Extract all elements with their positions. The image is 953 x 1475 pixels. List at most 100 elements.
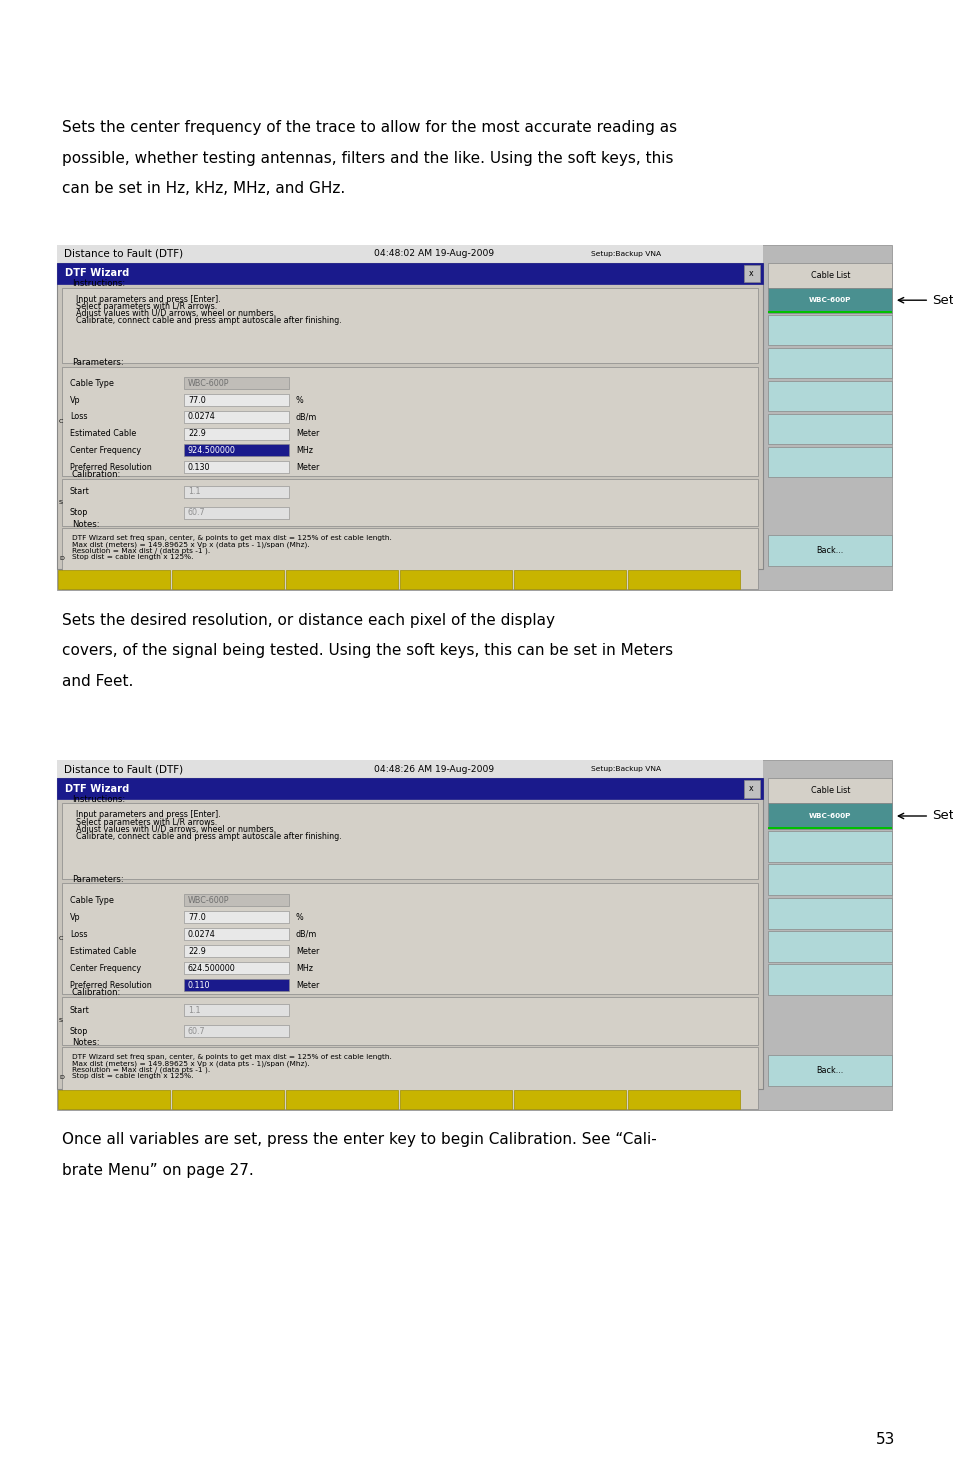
Bar (184, 912, 289, 923)
Text: 924.500000: 924.500000 (188, 445, 235, 454)
Bar (767, 311, 891, 313)
Text: MHz: MHz (295, 445, 313, 454)
Bar (62, 528, 757, 589)
Text: Stop: Stop (70, 507, 89, 518)
Bar (184, 928, 289, 940)
Text: x: x (748, 268, 753, 277)
Text: Sets the center frequency of the trace to allow for the most accurate reading as: Sets the center frequency of the trace t… (62, 119, 677, 136)
Bar (172, 569, 284, 589)
Text: Input parameters and press [Enter].: Input parameters and press [Enter]. (76, 295, 220, 304)
Text: Stop: Stop (70, 1027, 89, 1035)
Text: Calibration:: Calibration: (71, 471, 121, 479)
Bar (62, 367, 757, 475)
Text: Center Frequency: Center Frequency (70, 445, 141, 454)
Text: Stop dist = cable length x 125%.: Stop dist = cable length x 125%. (71, 553, 193, 559)
Text: Calibrate, connect cable and press ampt autoscale after finishing.: Calibrate, connect cable and press ampt … (76, 832, 341, 841)
Text: Parameters:: Parameters: (71, 875, 124, 884)
Text: dB/m: dB/m (295, 929, 317, 938)
Text: Start: Start (70, 1006, 90, 1015)
Bar (62, 997, 757, 1044)
Text: Setup:Backup VNA: Setup:Backup VNA (591, 766, 660, 771)
Text: Parameters:: Parameters: (71, 358, 124, 367)
Text: Cable List: Cable List (810, 271, 849, 280)
Text: 1.1: 1.1 (188, 487, 200, 496)
Bar (767, 827, 891, 829)
Text: Cable List: Cable List (810, 786, 849, 795)
Bar (767, 348, 891, 379)
Bar (184, 462, 289, 473)
Text: Calibration:: Calibration: (71, 988, 121, 997)
Bar (184, 410, 289, 423)
Bar (627, 1090, 740, 1109)
Bar (767, 779, 891, 804)
Bar (184, 962, 289, 975)
Text: 1.1: 1.1 (188, 1006, 200, 1015)
Bar (767, 263, 891, 288)
Text: C: C (59, 419, 63, 423)
Text: Meter: Meter (295, 947, 319, 956)
Bar (767, 898, 891, 928)
Text: Distance to Fault (DTF): Distance to Fault (DTF) (64, 764, 183, 774)
Bar (184, 1025, 289, 1037)
Bar (58, 1090, 170, 1109)
Bar (57, 245, 891, 590)
Text: Setup:Backup VNA: Setup:Backup VNA (591, 251, 660, 257)
Text: Cable Type: Cable Type (70, 895, 113, 904)
Bar (184, 394, 289, 406)
Text: Calibrate, connect cable and press ampt autoscale after finishing.: Calibrate, connect cable and press ampt … (76, 316, 341, 326)
Text: Estimated Cable: Estimated Cable (70, 429, 136, 438)
Bar (62, 804, 757, 879)
Bar (399, 569, 512, 589)
Text: x: x (748, 785, 753, 794)
Text: 04:48:26 AM 19-Aug-2009: 04:48:26 AM 19-Aug-2009 (374, 764, 494, 773)
Text: 0.0274: 0.0274 (188, 929, 215, 938)
Text: S: S (59, 500, 63, 504)
Bar (184, 444, 289, 456)
Bar (62, 288, 757, 363)
Text: Sets the desired resolution, or distance each pixel of the display: Sets the desired resolution, or distance… (62, 614, 555, 628)
Text: Settings: Settings (898, 294, 953, 307)
Text: DTF Wizard set freq span, center, & points to get max dist = 125% of est cable l: DTF Wizard set freq span, center, & poin… (71, 1055, 392, 1061)
Text: WBC-600P: WBC-600P (188, 379, 230, 388)
Bar (184, 428, 289, 440)
Text: 04:48:02 AM 19-Aug-2009: 04:48:02 AM 19-Aug-2009 (374, 249, 494, 258)
Bar (767, 830, 891, 861)
Bar (742, 264, 759, 282)
Bar (57, 263, 761, 569)
Text: DTF Wizard set freq span, center, & points to get max dist = 125% of est cable l: DTF Wizard set freq span, center, & poin… (71, 535, 392, 541)
Text: S: S (59, 1018, 63, 1024)
Bar (286, 1090, 397, 1109)
Text: Adjust values with U/D arrows, wheel or numbers.: Adjust values with U/D arrows, wheel or … (76, 825, 275, 833)
Text: Loss: Loss (70, 929, 88, 938)
Text: Max dist (meters) = 149.89625 x Vp x (data pts - 1)/span (Mhz).: Max dist (meters) = 149.89625 x Vp x (da… (71, 1061, 310, 1066)
Text: Meter: Meter (295, 981, 319, 990)
Text: and Feet.: and Feet. (62, 674, 133, 689)
Text: 60.7: 60.7 (188, 1027, 206, 1035)
Text: Back...: Back... (816, 546, 843, 555)
Text: %: % (295, 913, 303, 922)
Bar (767, 931, 891, 962)
Text: Meter: Meter (295, 429, 319, 438)
Bar (57, 245, 761, 263)
Text: Back...: Back... (816, 1065, 843, 1075)
Bar (184, 945, 289, 957)
Bar (767, 381, 891, 412)
Bar (627, 569, 740, 589)
Text: Select parameters with L/R arrows.: Select parameters with L/R arrows. (76, 302, 217, 311)
Text: 60.7: 60.7 (188, 507, 206, 518)
Text: Cable Type: Cable Type (70, 379, 113, 388)
Text: Instructions:: Instructions: (71, 279, 125, 288)
Bar (514, 569, 625, 589)
Text: Meter: Meter (295, 463, 319, 472)
Text: Once all variables are set, press the enter key to begin Calibration. See “Cali-: Once all variables are set, press the en… (62, 1131, 656, 1148)
Bar (767, 965, 891, 996)
Text: 0.130: 0.130 (188, 463, 211, 472)
Text: covers, of the signal being tested. Using the soft keys, this can be set in Mete: covers, of the signal being tested. Usin… (62, 643, 673, 658)
Bar (742, 780, 759, 798)
Bar (767, 316, 891, 345)
Text: 0.110: 0.110 (188, 981, 211, 990)
Text: 77.0: 77.0 (188, 395, 206, 404)
Bar (184, 485, 289, 499)
Text: Settings: Settings (898, 810, 953, 823)
Text: Notes:: Notes: (71, 1038, 99, 1047)
